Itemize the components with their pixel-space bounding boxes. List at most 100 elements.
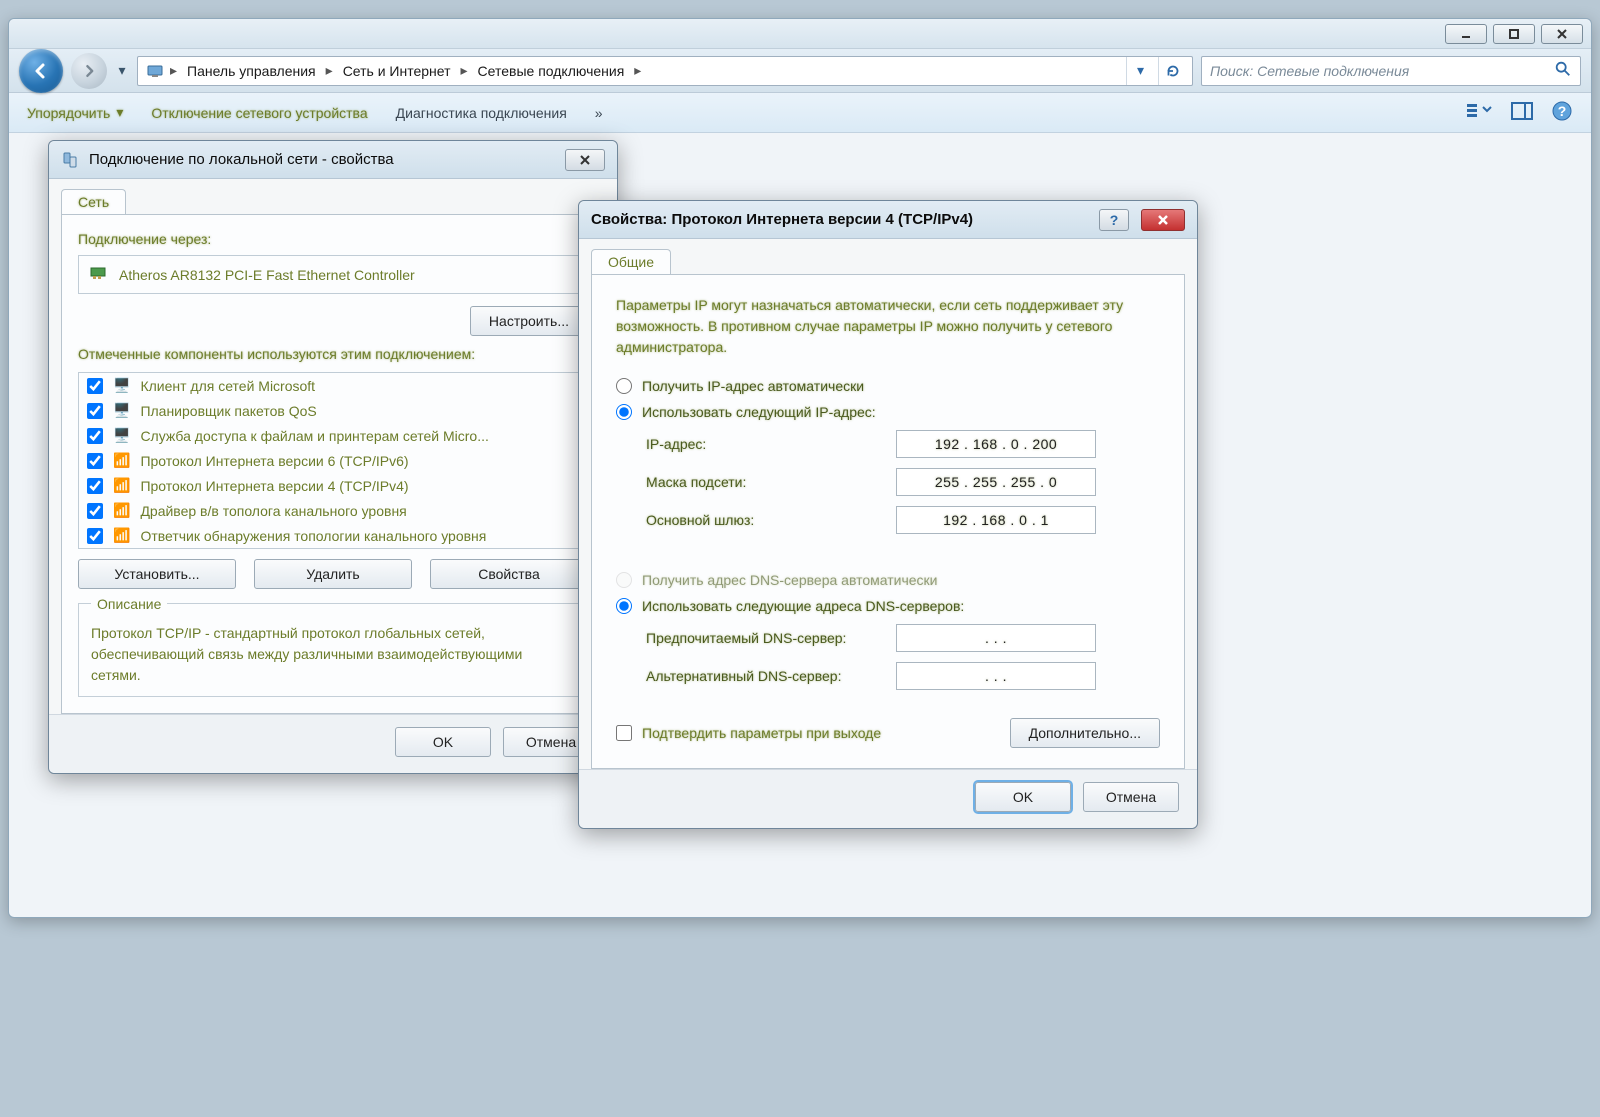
ip-label: IP-адрес: [646,436,886,452]
adapter-icon [89,264,109,285]
component-checkbox[interactable] [87,378,103,394]
crumb-network-internet[interactable]: Сеть и Интернет [337,63,457,79]
titlebar [9,19,1591,49]
ok-button[interactable]: OK [395,727,491,757]
history-dropdown[interactable]: ▾ [115,62,129,79]
configure-button[interactable]: Настроить... [470,306,588,336]
description-fieldset: Описание Протокол TCP/IP - стандартный п… [78,603,588,697]
confirm-checkbox[interactable] [616,725,632,741]
component-item[interactable]: 📶Драйвер в/в тополога канального уровня [79,498,587,523]
install-button[interactable]: Установить... [78,559,236,589]
description-text: Протокол TCP/IP - стандартный протокол г… [91,623,575,686]
minimize-button[interactable] [1445,24,1487,44]
component-checkbox[interactable] [87,478,103,494]
back-button[interactable] [19,49,63,93]
advanced-button[interactable]: Дополнительно... [1010,718,1160,748]
service-icon: 🖥️ [113,402,130,419]
client-icon: 🖥️ [113,377,130,394]
tab-general[interactable]: Общие [591,249,671,274]
component-item[interactable]: 📶Протокол Интернета версии 4 (TCP/IPv4) [79,473,587,498]
radio-auto-dns: Получить адрес DNS-сервера автоматически [616,572,1160,588]
component-checkbox[interactable] [87,528,103,544]
remove-button[interactable]: Удалить [254,559,412,589]
close-button[interactable] [1541,24,1583,44]
toolbar: Упорядочить ▾ Отключение сетевого устрой… [9,93,1591,133]
radio-input[interactable] [616,598,632,614]
radio-input [616,572,632,588]
crumb-control-panel[interactable]: Панель управления [181,63,322,79]
component-item[interactable]: 🖥️Планировщик пакетов QoS [79,398,587,423]
dialog-title: Свойства: Протокол Интернета версии 4 (T… [591,211,1093,228]
mask-row: Маска подсети: 255 . 255 . 255 . 0 [646,468,1160,496]
connect-via-label: Подключение через: [78,231,588,247]
toolbar-overflow[interactable]: » [595,105,603,121]
confirm-on-exit-row[interactable]: Подтвердить параметры при выходе Дополни… [616,718,1160,748]
connection-properties-dialog: Подключение по локальной сети - свойства… [48,140,618,774]
chevron-down-icon: ▾ [116,104,123,121]
component-checkbox[interactable] [87,403,103,419]
search-placeholder: Поиск: Сетевые подключения [1210,63,1409,79]
component-checkbox[interactable] [87,503,103,519]
preview-pane-button[interactable] [1511,102,1533,123]
radio-input[interactable] [616,378,632,394]
address-dropdown[interactable]: ▾ [1126,57,1154,85]
tab-network[interactable]: Сеть [61,189,126,214]
connection-icon [61,151,79,169]
dialog-titlebar: Свойства: Протокол Интернета версии 4 (T… [579,201,1197,239]
network-icon [144,60,166,82]
ip-address-input[interactable]: 192 . 168 . 0 . 200 [896,430,1096,458]
address-bar[interactable]: ▸ Панель управления ▸ Сеть и Интернет ▸ … [137,56,1193,86]
help-button[interactable]: ? [1551,100,1573,125]
refresh-button[interactable] [1158,57,1186,85]
component-item[interactable]: 📶Протокол Интернета версии 6 (TCP/IPv6) [79,448,587,473]
dns2-label: Альтернативный DNS-сервер: [646,668,886,684]
navigation-row: ▾ ▸ Панель управления ▸ Сеть и Интернет … [9,49,1591,93]
protocol-icon: 📶 [113,527,130,544]
component-checkbox[interactable] [87,428,103,444]
mask-label: Маска подсети: [646,474,886,490]
ok-button[interactable]: OK [975,782,1071,812]
radio-manual-dns[interactable]: Использовать следующие адреса DNS-сервер… [616,598,1160,614]
organize-menu[interactable]: Упорядочить ▾ [27,104,123,121]
view-options-button[interactable] [1465,101,1493,124]
dialog-close-button[interactable] [1141,209,1185,231]
forward-button[interactable] [71,53,107,89]
svg-text:?: ? [1558,103,1567,119]
radio-input[interactable] [616,404,632,420]
dialog-footer: OK Отмена [49,714,617,773]
chevron-right-icon: ▸ [168,62,179,79]
components-label: Отмеченные компоненты используются этим … [78,346,588,362]
ip-address-row: IP-адрес: 192 . 168 . 0 . 200 [646,430,1160,458]
disable-device-button[interactable]: Отключение сетевого устройства [151,105,367,121]
component-item[interactable]: 🖥️Служба доступа к файлам и принтерам се… [79,423,587,448]
cancel-button[interactable]: Отмена [1083,782,1179,812]
gateway-row: Основной шлюз: 192 . 168 . 0 . 1 [646,506,1160,534]
adapter-name: Atheros AR8132 PCI-E Fast Ethernet Contr… [119,267,415,283]
component-item[interactable]: 🖥️Клиент для сетей Microsoft [79,373,587,398]
component-checkbox[interactable] [87,453,103,469]
dialog-close-button[interactable] [565,149,605,171]
crumb-connections[interactable]: Сетевые подключения [472,63,631,79]
dns2-input[interactable]: . . . [896,662,1096,690]
dns2-row: Альтернативный DNS-сервер: . . . [646,662,1160,690]
dns1-input[interactable]: . . . [896,624,1096,652]
help-button[interactable]: ? [1099,209,1129,231]
properties-button[interactable]: Свойства [430,559,588,589]
radio-manual-ip[interactable]: Использовать следующий IP-адрес: [616,404,1160,420]
mask-input[interactable]: 255 . 255 . 255 . 0 [896,468,1096,496]
search-input[interactable]: Поиск: Сетевые подключения [1201,56,1581,86]
radio-auto-ip[interactable]: Получить IP-адрес автоматически [616,378,1160,394]
protocol-icon: 📶 [113,502,130,519]
protocol-icon: 📶 [113,477,130,494]
tab-panel: Параметры IP могут назначаться автоматич… [591,274,1185,769]
gateway-input[interactable]: 192 . 168 . 0 . 1 [896,506,1096,534]
description-legend: Описание [91,594,167,615]
chevron-right-icon: ▸ [632,62,643,79]
maximize-button[interactable] [1493,24,1535,44]
chevron-right-icon: ▸ [324,62,335,79]
components-list: 🖥️Клиент для сетей Microsoft 🖥️Планировщ… [78,372,588,549]
tabstrip: Общие [579,239,1197,274]
component-item[interactable]: 📶Ответчик обнаружения топологии канально… [79,523,587,548]
intro-text: Параметры IP могут назначаться автоматич… [616,295,1160,358]
diagnose-button[interactable]: Диагностика подключения [396,105,567,121]
